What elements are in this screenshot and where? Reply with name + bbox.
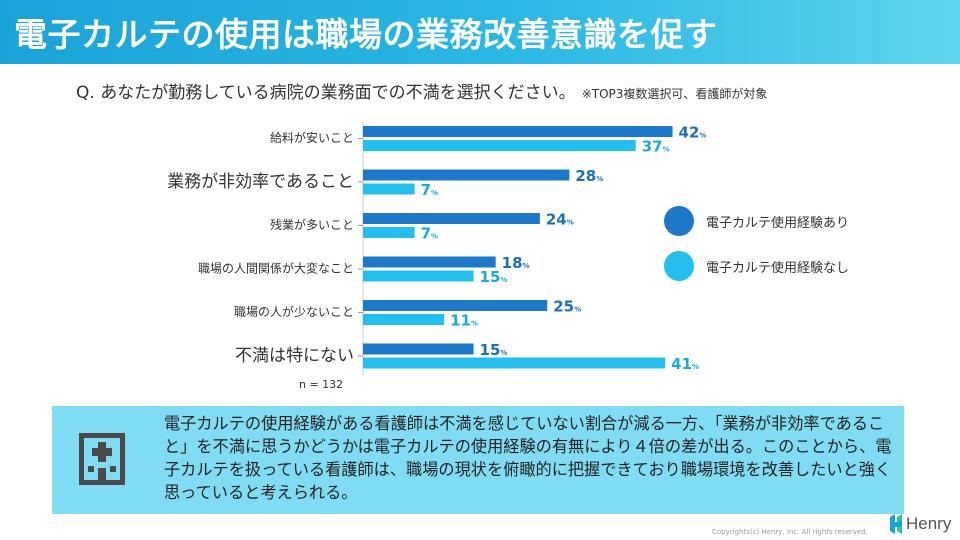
data-label: 24% [546,210,574,228]
question: Q. あなたが勤務している病院の業務面での不満を選択ください。 ※TOP3複数選択… [76,78,767,103]
bar-with-emr [363,343,474,355]
category-label: 業務が非効率であること [167,172,354,192]
data-label: 15% [480,268,508,286]
bar-with-emr [363,213,540,224]
data-label: 15% [480,341,508,359]
bar-without-emr [363,270,474,282]
question-text: Q. あなたが勤務している病院の業務面での不満を選択ください。 [76,83,576,103]
bar-with-emr [363,256,496,268]
bar-with-emr [363,300,548,311]
chart-legend: 電子カルテ使用経験あり 電子カルテ使用経験なし [664,206,849,296]
data-label: 42% [679,123,707,141]
data-label: 7% [421,181,438,199]
summary-box: 電子カルテの使用経験がある看護師は不満を感じていない割合が減る一方、「業務が非効… [52,406,904,514]
legend-swatch-with-emr [664,206,694,236]
data-label: 18% [502,254,530,272]
copyright: Copyrights(c) Henry, Inc. All rights res… [712,528,868,536]
category-label: 給料が安いこと [270,130,354,145]
header-bar: 電子カルテの使用は職場の業務改善意識を促す [0,0,960,64]
category-label: 不満は特にない [235,346,354,366]
bar-without-emr [363,140,636,151]
question-note: ※TOP3複数選択可、看護師が対象 [581,87,768,101]
data-label: 25% [553,297,581,315]
legend-item-with-emr: 電子カルテ使用経験あり [664,206,849,236]
bar-chart: 給料が安いこと 42% 37% 業務が非効率であること 28% 7% 残業が多いこと 24% 7… [167,122,707,375]
hospital-building-icon [79,433,125,485]
legend-label-without-emr: 電子カルテ使用経験なし [706,260,850,276]
data-label: 7% [421,224,438,242]
henry-logo-icon [890,514,902,534]
bar-without-emr [363,227,415,238]
legend-swatch-without-emr [664,251,694,281]
category-label: 職場の人が少ないこと [234,304,354,319]
category-label: 職場の人間関係が大変なこと [198,261,354,276]
data-label: 37% [642,137,670,155]
data-label: 28% [575,167,603,185]
brand-name: Henry [906,514,952,533]
legend-label-with-emr: 電子カルテ使用経験あり [706,215,850,231]
sample-size: n = 132 [299,378,344,391]
legend-item-without-emr: 電子カルテ使用経験なし [664,251,849,281]
bar-without-emr [363,183,415,195]
page-title: 電子カルテの使用は職場の業務改善意識を促す [14,15,718,54]
bar-with-emr [363,126,673,137]
brand-logo: Henry [890,514,951,534]
bar-with-emr [363,169,570,181]
data-label: 11% [450,311,478,329]
category-label: 残業が多いこと [270,217,354,232]
data-label: 41% [671,355,699,373]
bar-without-emr [363,357,666,369]
bar-without-emr [363,314,445,325]
summary-text: 電子カルテの使用経験がある看護師は不満を感じていない割合が減る一方、「業務が非効… [164,414,892,502]
